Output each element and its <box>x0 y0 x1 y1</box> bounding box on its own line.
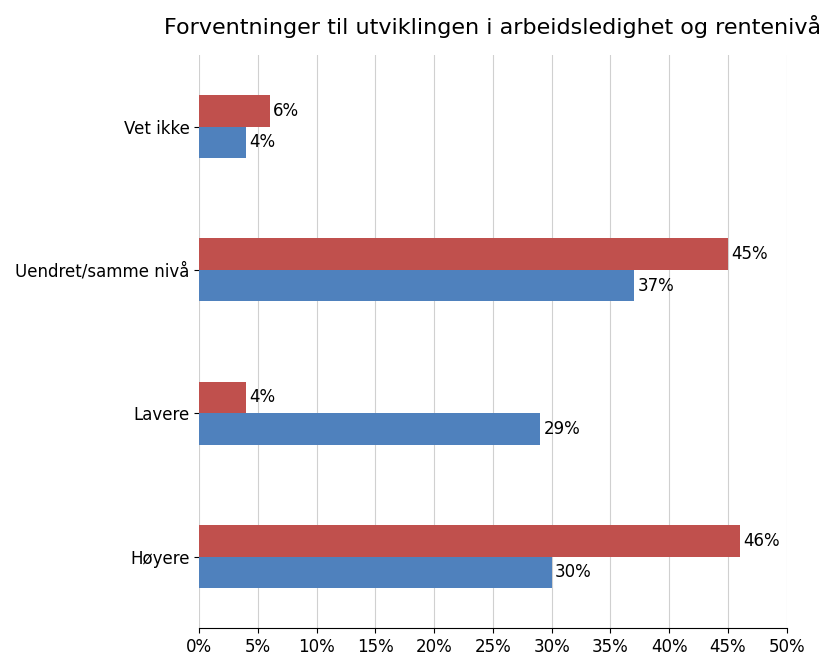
Title: Forventninger til utviklingen i arbeidsledighet og rentenivå: Forventninger til utviklingen i arbeidsl… <box>164 15 819 38</box>
Bar <box>199 238 727 270</box>
Text: 6%: 6% <box>273 102 299 119</box>
Bar <box>199 525 739 557</box>
Bar <box>199 382 246 413</box>
Text: 30%: 30% <box>554 564 591 581</box>
Bar <box>199 95 269 127</box>
Text: 29%: 29% <box>543 420 580 438</box>
Text: 46%: 46% <box>742 532 779 550</box>
Bar <box>199 557 551 588</box>
Text: 37%: 37% <box>636 276 673 295</box>
Text: 45%: 45% <box>731 245 767 263</box>
Bar <box>199 270 633 301</box>
Bar <box>199 127 246 158</box>
Text: 4%: 4% <box>249 134 275 151</box>
Text: 4%: 4% <box>249 389 275 407</box>
Bar <box>199 413 539 445</box>
